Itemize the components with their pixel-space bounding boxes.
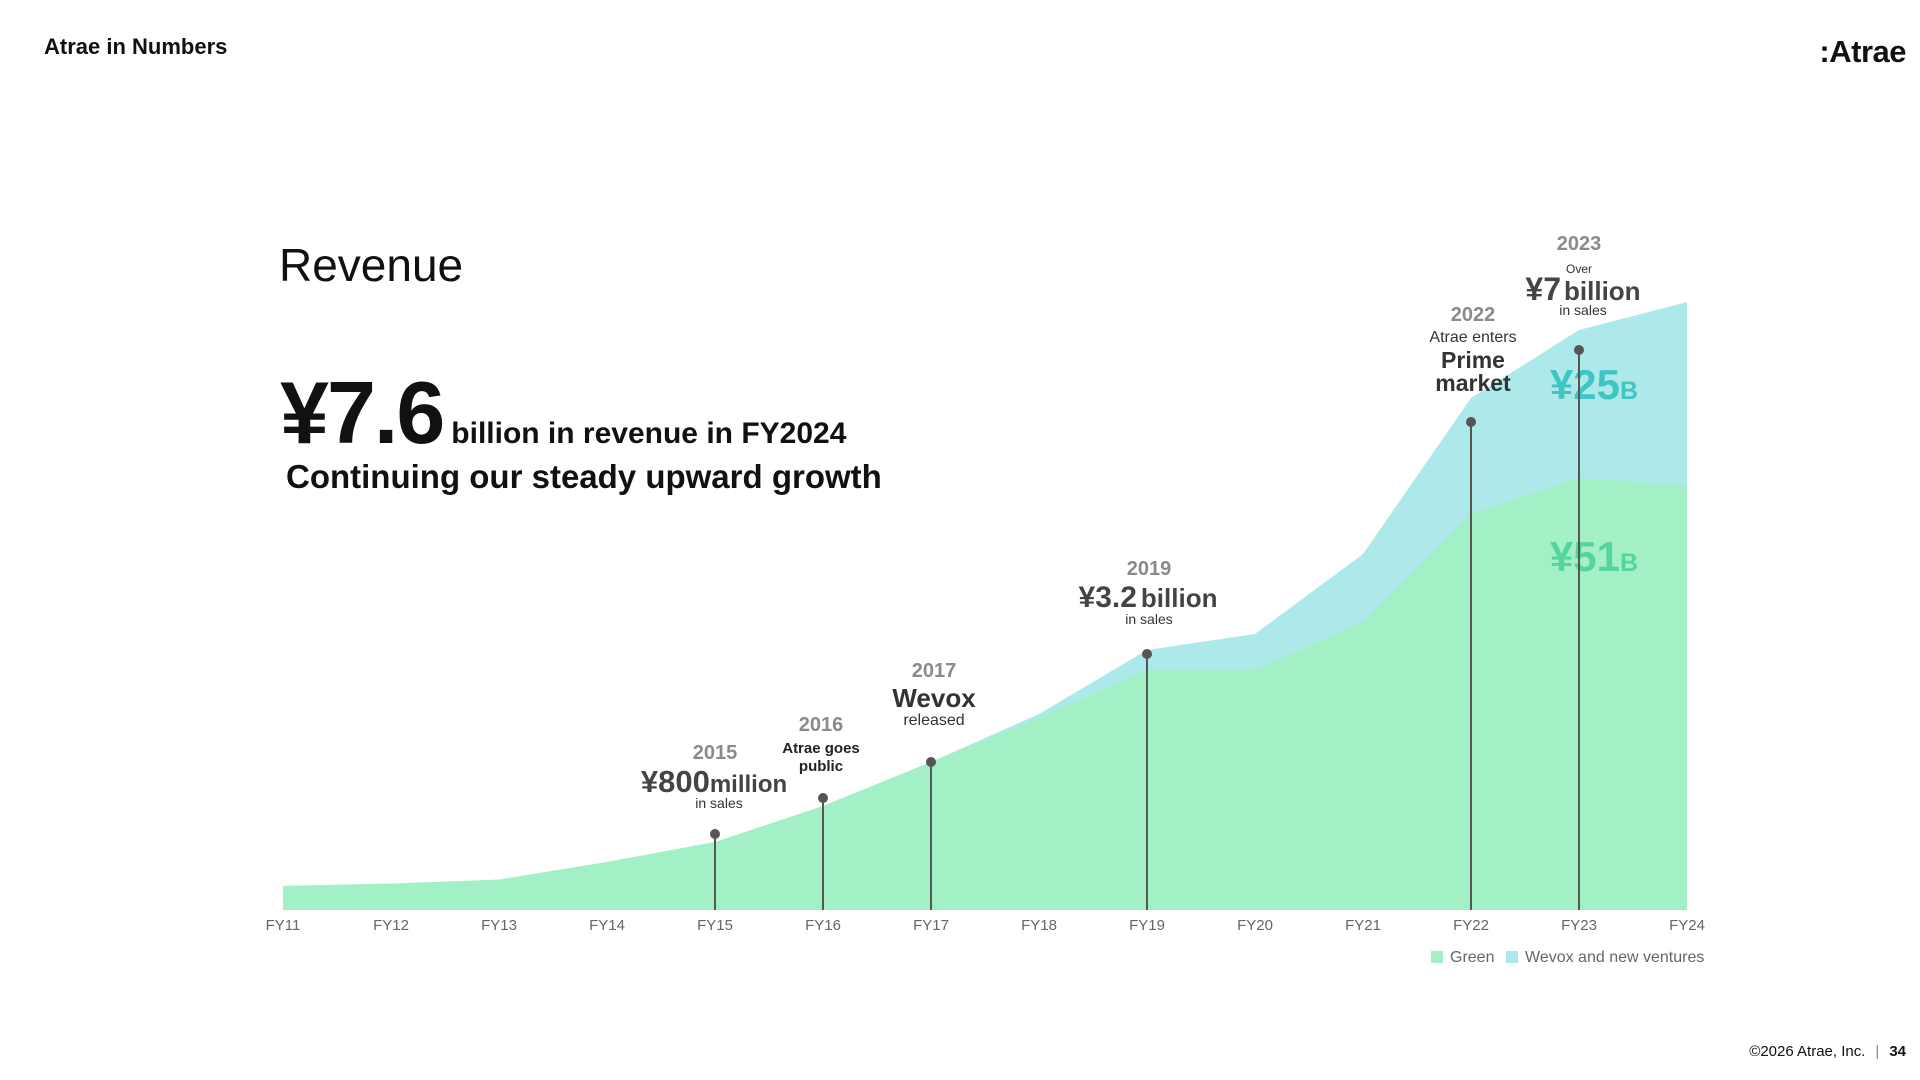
x-tick-label: FY24	[1669, 917, 1705, 934]
area-label-wevox: ¥25B	[1550, 361, 1638, 408]
milestone-text: public	[799, 758, 843, 775]
milestone-big: market	[1435, 370, 1511, 396]
milestone-year: 2016	[799, 714, 844, 736]
milestone-year: 2015	[693, 742, 738, 764]
atrae-logo: :Atrae	[1819, 34, 1906, 69]
milestone-note: released	[903, 712, 964, 729]
footer-separator: |	[1875, 1043, 1880, 1060]
footer: ©2026 Atrae, Inc. | 34	[1749, 1043, 1906, 1060]
milestone-year: 2019	[1127, 558, 1172, 580]
x-tick-label: FY21	[1345, 917, 1381, 934]
x-tick-label: FY12	[373, 917, 409, 934]
milestone-dot	[818, 793, 828, 803]
legend-swatch-wevox	[1506, 951, 1518, 963]
chart-title: Revenue	[279, 239, 464, 291]
milestone-dot	[1142, 649, 1152, 659]
milestone-year: 2022	[1451, 304, 1496, 326]
legend-swatch-green	[1431, 951, 1443, 963]
milestone-dot	[710, 829, 720, 839]
milestone-dot	[926, 757, 936, 767]
headline: ¥7.6 billion in revenue in FY2024	[280, 362, 846, 464]
x-tick-label: FY17	[913, 917, 949, 934]
page-number: 34	[1889, 1043, 1906, 1060]
milestone-note: in sales	[695, 795, 742, 811]
milestone-dot	[1574, 345, 1584, 355]
x-tick-label: FY11	[266, 917, 301, 934]
milestone-text: Atrae goes	[782, 740, 860, 757]
x-tick-label: FY18	[1021, 917, 1057, 934]
milestone-note: in sales	[1125, 611, 1172, 627]
milestone-amount: ¥800million	[641, 764, 787, 799]
milestone-text: Over	[1566, 262, 1592, 276]
milestone-text: Atrae enters	[1429, 329, 1516, 346]
legend-label-green: Green	[1450, 949, 1494, 966]
milestone-amount: ¥3.2 billion	[1079, 581, 1218, 614]
milestone-note: in sales	[1559, 302, 1606, 318]
section-title: Atrae in Numbers	[44, 34, 228, 59]
x-tick-label: FY14	[589, 917, 625, 934]
area-label-green: ¥51B	[1550, 533, 1638, 580]
milestone-amount: ¥7 billion	[1525, 271, 1640, 307]
x-tick-label: FY20	[1237, 917, 1273, 934]
headline-text: billion in revenue in FY2024	[451, 417, 847, 450]
milestone-year: 2023	[1557, 233, 1602, 255]
milestone-year: 2017	[912, 660, 957, 682]
x-tick-label: FY13	[481, 917, 517, 934]
legend-label-wevox: Wevox and new ventures	[1525, 949, 1704, 966]
copyright-text: ©2026 Atrae, Inc.	[1749, 1043, 1866, 1060]
milestone-big: Prime	[1441, 347, 1505, 373]
x-tick-label: FY19	[1129, 917, 1165, 934]
x-tick-label: FY16	[805, 917, 841, 934]
series-area-green	[283, 478, 1687, 910]
x-tick-label: FY22	[1453, 917, 1489, 934]
milestone-big: Wevox	[892, 683, 976, 713]
x-tick-label: FY15	[697, 917, 733, 934]
headline-amount: ¥7.6	[280, 363, 445, 462]
x-tick-label: FY23	[1561, 917, 1597, 934]
milestone-dot	[1466, 417, 1476, 427]
headline-subtitle: Continuing our steady upward growth	[286, 458, 882, 495]
